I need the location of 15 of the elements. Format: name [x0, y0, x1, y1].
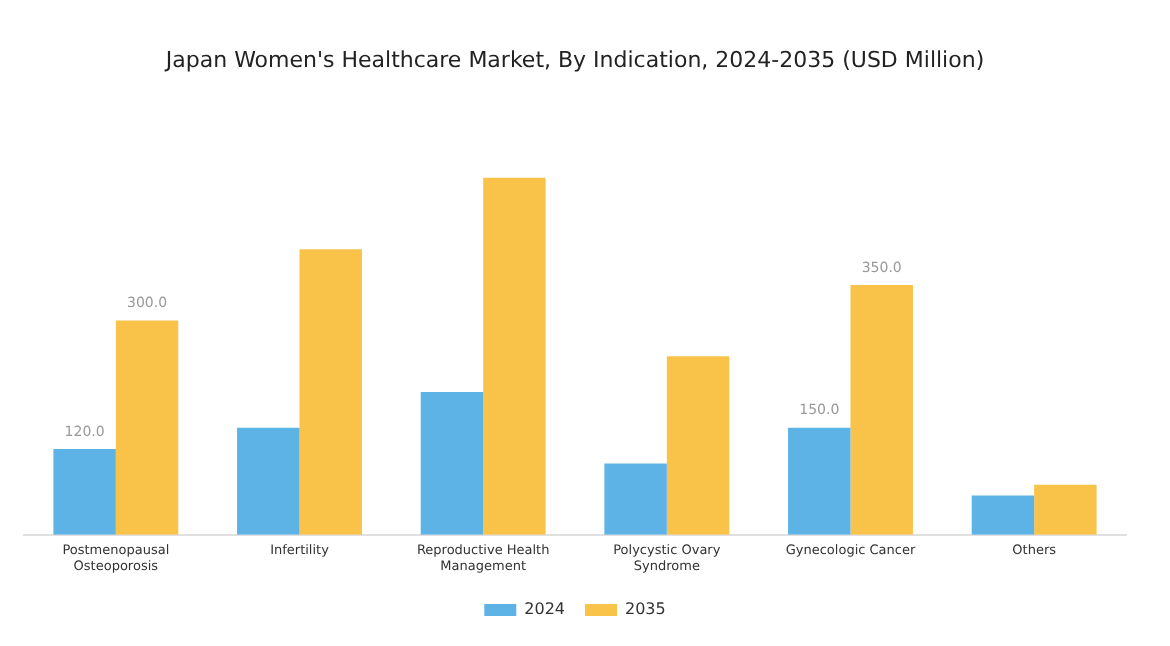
- bar: [420, 392, 484, 535]
- bar: [850, 284, 913, 535]
- bar: [483, 177, 546, 535]
- chart-title: Japan Women's Healthcare Market, By Indication, 2024-2035 (USD Million): [163, 46, 985, 73]
- bar: [971, 495, 1035, 535]
- bar: [53, 449, 116, 535]
- bar: [604, 463, 667, 535]
- bar: [115, 320, 179, 535]
- legend-label: 2035: [625, 600, 666, 619]
- bar: [237, 427, 300, 535]
- bar: [788, 427, 851, 535]
- bar: [666, 356, 730, 535]
- bar: [1034, 484, 1097, 535]
- bar: [299, 249, 362, 535]
- legend-label: 2024: [524, 600, 565, 619]
